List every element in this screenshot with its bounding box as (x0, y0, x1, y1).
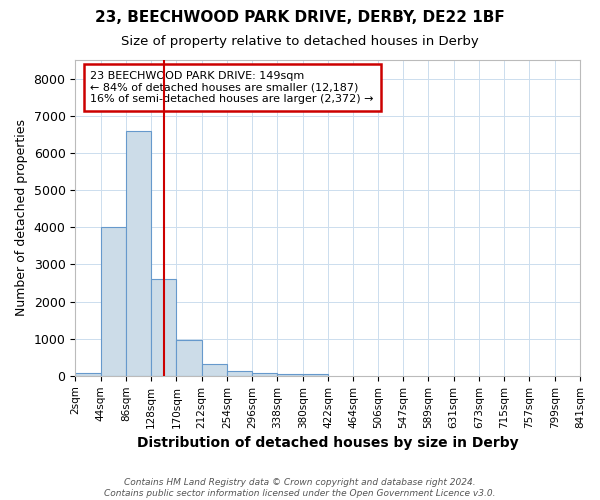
Text: 23 BEECHWOOD PARK DRIVE: 149sqm
← 84% of detached houses are smaller (12,187)
16: 23 BEECHWOOD PARK DRIVE: 149sqm ← 84% of… (91, 71, 374, 104)
Bar (227, 371, 252, 376)
X-axis label: Distribution of detached houses by size in Derby: Distribution of detached houses by size … (137, 436, 518, 450)
Text: Contains HM Land Registry data © Crown copyright and database right 2024.
Contai: Contains HM Land Registry data © Crown c… (104, 478, 496, 498)
Bar (277, 374, 302, 376)
Bar (252, 373, 277, 376)
Bar (75, 373, 101, 376)
Bar (176, 340, 202, 376)
Bar (302, 374, 328, 376)
Bar (151, 279, 176, 376)
Bar (126, 130, 151, 376)
Bar (101, 227, 126, 376)
Bar (202, 364, 227, 376)
Text: Size of property relative to detached houses in Derby: Size of property relative to detached ho… (121, 35, 479, 48)
Y-axis label: Number of detached properties: Number of detached properties (15, 120, 28, 316)
Text: 23, BEECHWOOD PARK DRIVE, DERBY, DE22 1BF: 23, BEECHWOOD PARK DRIVE, DERBY, DE22 1B… (95, 10, 505, 25)
